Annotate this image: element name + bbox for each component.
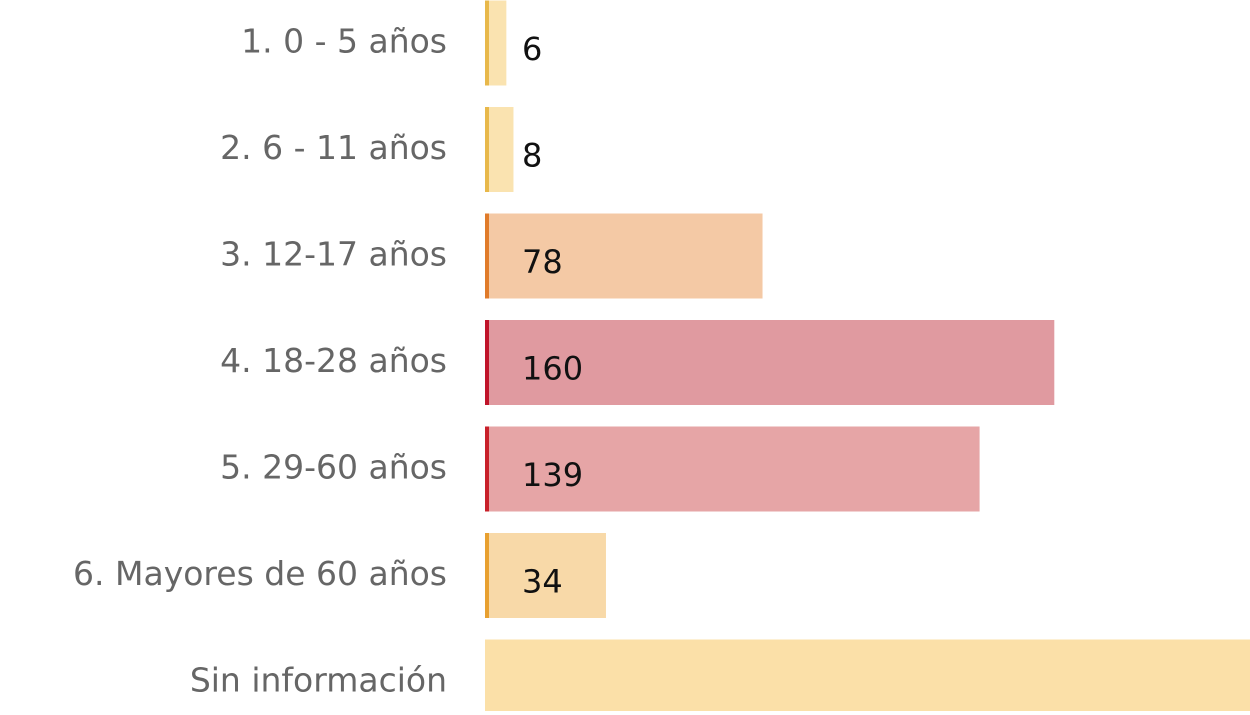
category-label: Sin información [190,661,447,700]
bar [485,426,980,512]
bar [485,0,507,86]
bar [485,213,763,299]
category-label: 3. 12-17 años [220,235,447,274]
category-label: 1. 0 - 5 años [241,22,447,61]
value-label: 160 [522,350,583,388]
value-label: 78 [522,243,563,281]
value-label: 6 [522,30,542,68]
bar-accent [485,213,489,299]
bar-accent [485,533,489,618]
value-label: 34 [522,563,563,601]
category-label: 6. Mayores de 60 años [73,554,447,593]
value-label: 8 [522,137,542,175]
category-label: 2. 6 - 11 años [220,128,447,167]
bar-accent [485,639,489,715]
bar [485,533,606,618]
bar-accent [485,0,489,86]
bar [485,639,1250,715]
value-label: 139 [522,456,583,494]
category-label: 4. 18-28 años [220,341,447,380]
category-label: 5. 29-60 años [220,448,447,487]
bar [485,107,514,192]
bar-accent [485,426,489,512]
bar [485,320,1055,405]
bar-accent [485,320,489,405]
bar-accent [485,107,489,192]
